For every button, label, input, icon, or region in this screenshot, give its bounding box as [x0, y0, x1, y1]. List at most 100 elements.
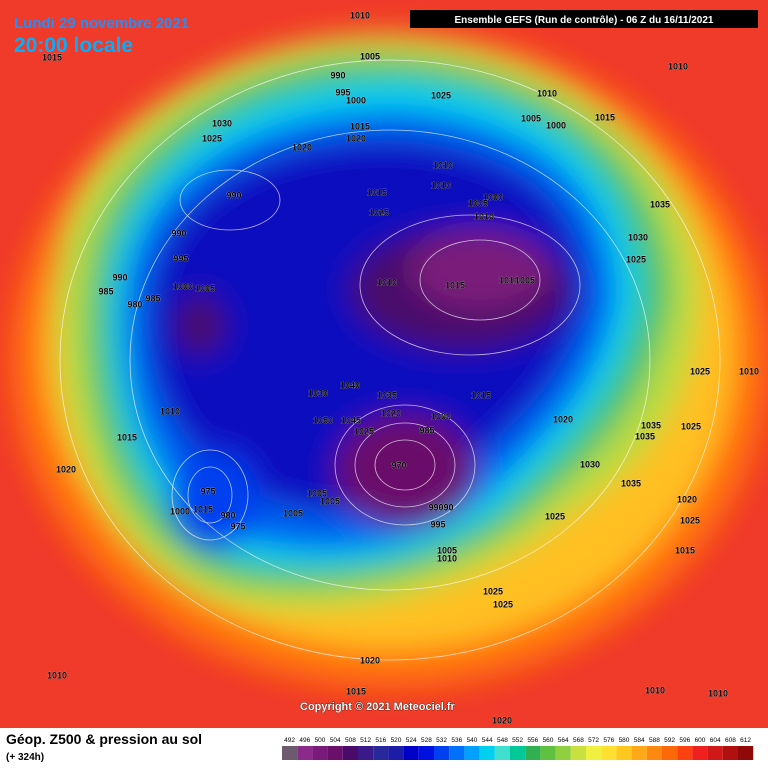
isobar-label: 1020 [677, 494, 697, 504]
isobar-label: 1040 [340, 380, 360, 390]
isobar-label: 1035 [641, 420, 661, 430]
isobar-label: 1000 [483, 192, 503, 202]
scale-label: 496 [299, 737, 310, 744]
isobar-label: 975 [230, 521, 245, 531]
isobar-label: 990 [171, 228, 186, 238]
isobar-label: 1020 [381, 408, 401, 418]
isobar-label: 1045 [341, 415, 361, 425]
scale-label: 604 [710, 737, 721, 744]
isobar-label: 990 [428, 502, 443, 512]
scale-swatch [540, 746, 556, 760]
scale-swatch [418, 746, 434, 760]
isobar-label: 1005 [320, 496, 340, 506]
scale-swatch [373, 746, 389, 760]
geopotential-field [10, 30, 768, 690]
isobar-label: 980 [220, 510, 235, 520]
scale-swatch [555, 746, 571, 760]
scale-swatch [631, 746, 647, 760]
scale-swatch [297, 746, 313, 760]
isobar-label: 1010 [437, 553, 457, 563]
scale-swatch [646, 746, 662, 760]
isobar-label: 1010 [739, 366, 759, 376]
isobar-label: 1020 [346, 133, 366, 143]
isobar-label: 1005 [360, 51, 380, 61]
isobar-label: 1035 [377, 390, 397, 400]
scale-swatch [479, 746, 495, 760]
isobar-label: 1035 [635, 431, 655, 441]
scale-label: 596 [679, 737, 690, 744]
scale-swatch [738, 746, 754, 760]
time: 20:00 locale [14, 34, 133, 57]
scale-label: 528 [421, 737, 432, 744]
scale-label: 576 [603, 737, 614, 744]
isobar-label: 1030 [212, 118, 232, 128]
scale-swatch [464, 746, 480, 760]
isobar-label: 1030 [628, 232, 648, 242]
isobar-label: 985 [145, 293, 160, 303]
isobar-label: 980 [127, 299, 142, 309]
scale-swatch [403, 746, 419, 760]
scale-swatch [449, 746, 465, 760]
scale-swatch [722, 746, 738, 760]
isobar-label: 1030 [308, 388, 328, 398]
scale-label: 556 [527, 737, 538, 744]
isobar-label: 1010 [474, 211, 494, 221]
isobar-label: 1000 [431, 411, 451, 421]
copyright: Copyright © 2021 Meteociel.fr [300, 701, 456, 713]
isobar-label: 1015 [350, 121, 370, 131]
isobar-label: 1005 [195, 283, 215, 293]
scale-swatch [342, 746, 358, 760]
isobar-label: 1015 [675, 545, 695, 555]
isobar-label: 990 [330, 70, 345, 80]
run-banner [410, 10, 758, 28]
isobar-label: 1025 [354, 426, 374, 436]
scale-label: 580 [619, 737, 630, 744]
isobar-label: 985 [98, 286, 113, 296]
legend-title: Géop. Z500 & pression au sol [6, 731, 202, 747]
scale-label: 508 [345, 737, 356, 744]
isobar-label: 1050 [313, 415, 333, 425]
isobar-label: 1005 [468, 198, 488, 208]
date: Lundi 29 novembre 2021 [14, 15, 189, 32]
isobar-label: 1020 [492, 715, 512, 725]
scale-label: 564 [558, 737, 569, 744]
isobar-label: 995 [430, 519, 445, 529]
scale-label: 592 [664, 737, 675, 744]
isobar-label: 1010 [431, 180, 451, 190]
isobar-label: 990 [438, 502, 453, 512]
isobar-label: 1025 [369, 207, 389, 217]
isobar-label: 1000 [346, 95, 366, 105]
scale-label: 540 [467, 737, 478, 744]
legend-lead: (+ 324h) [6, 752, 44, 763]
run-info: Ensemble GEFS (Run de contrôle) - 06 Z d… [455, 15, 714, 26]
isobar-label: 1020 [56, 464, 76, 474]
isobar-label: 990 [112, 272, 127, 282]
isobar-label: 1015 [193, 504, 213, 514]
isobar-label: 1000 [173, 281, 193, 291]
isobar-label: 995 [173, 253, 188, 263]
isobar-label: 990 [226, 190, 241, 200]
scale-label: 560 [543, 737, 554, 744]
isobar-label: 1020 [553, 414, 573, 424]
scale-label: 544 [482, 737, 493, 744]
scale-swatch [388, 746, 404, 760]
scale-label: 568 [573, 737, 584, 744]
scale-swatch [312, 746, 328, 760]
scale-swatch [707, 746, 723, 760]
isobar-label: 1025 [493, 599, 513, 609]
isobar-label: 985 [419, 425, 434, 435]
isobar-label: 1035 [621, 478, 641, 488]
scale-label: 520 [391, 737, 402, 744]
scale-label: 504 [330, 737, 341, 744]
scale-swatch [570, 746, 586, 760]
scale-swatch [525, 746, 541, 760]
isobar-label: 1010 [645, 685, 665, 695]
scale-swatch [692, 746, 708, 760]
isobar-label: 1000 [546, 120, 566, 130]
scale-swatch [601, 746, 617, 760]
scale-swatch [327, 746, 343, 760]
scale-swatch [282, 746, 298, 760]
isobar-label: 1005 [283, 508, 303, 518]
scale-swatch [662, 746, 678, 760]
isobar-label: 1020 [360, 655, 380, 665]
